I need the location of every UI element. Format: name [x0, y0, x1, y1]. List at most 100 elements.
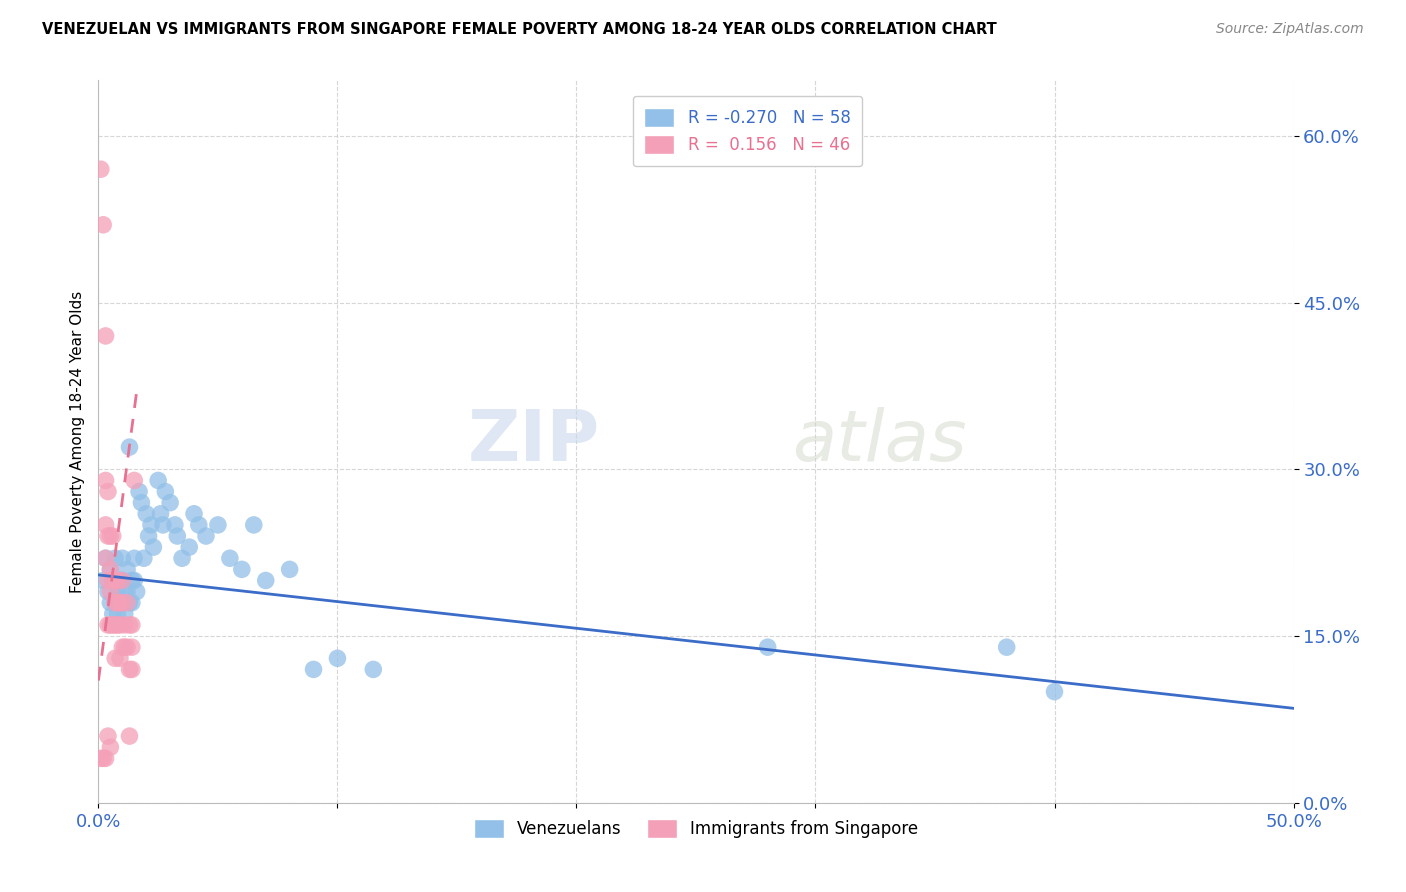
Point	[152, 517, 174, 532]
Point	[118, 729, 141, 743]
Point	[278, 562, 301, 576]
Point	[101, 574, 124, 588]
Point	[104, 651, 127, 665]
Point	[172, 551, 194, 566]
Point	[104, 596, 127, 610]
Point	[111, 551, 134, 566]
Point	[155, 484, 177, 499]
Point	[91, 218, 114, 232]
Point	[756, 640, 779, 655]
Point	[128, 484, 150, 499]
Point	[108, 596, 131, 610]
Point	[159, 496, 181, 510]
Point	[163, 517, 186, 532]
Point	[118, 662, 141, 676]
Point	[97, 574, 120, 588]
Point	[98, 740, 122, 755]
Text: Source: ZipAtlas.com: Source: ZipAtlas.com	[1216, 22, 1364, 37]
Point	[149, 507, 172, 521]
Point	[114, 607, 136, 621]
Point	[104, 596, 127, 610]
Point	[111, 574, 134, 588]
Point	[995, 640, 1018, 655]
Point	[138, 529, 160, 543]
Point	[183, 507, 205, 521]
Point	[125, 584, 148, 599]
Point	[94, 517, 117, 532]
Point	[231, 562, 253, 576]
Point	[107, 618, 129, 632]
Point	[98, 529, 122, 543]
Point	[118, 618, 141, 632]
Point	[207, 517, 229, 532]
Point	[101, 529, 124, 543]
Point	[124, 474, 146, 488]
Point	[104, 618, 127, 632]
Point	[97, 484, 120, 499]
Point	[111, 574, 134, 588]
Point	[114, 640, 136, 655]
Point	[94, 551, 117, 566]
Point	[94, 329, 117, 343]
Point	[97, 529, 120, 543]
Point	[118, 596, 141, 610]
Point	[111, 596, 134, 610]
Point	[97, 584, 120, 599]
Point	[104, 551, 127, 566]
Point	[114, 584, 136, 599]
Point	[121, 596, 143, 610]
Point	[124, 551, 146, 566]
Point	[219, 551, 242, 566]
Point	[111, 596, 134, 610]
Point	[114, 618, 136, 632]
Point	[94, 551, 117, 566]
Point	[148, 474, 170, 488]
Point	[131, 496, 153, 510]
Point	[104, 574, 127, 588]
Text: ZIP: ZIP	[468, 407, 600, 476]
Point	[101, 574, 124, 588]
Point	[115, 596, 138, 610]
Point	[91, 574, 114, 588]
Point	[98, 584, 122, 599]
Point	[107, 584, 129, 599]
Point	[91, 751, 114, 765]
Point	[118, 440, 141, 454]
Point	[121, 662, 143, 676]
Point	[98, 562, 122, 576]
Point	[121, 618, 143, 632]
Legend: Venezuelans, Immigrants from Singapore: Venezuelans, Immigrants from Singapore	[467, 813, 925, 845]
Point	[302, 662, 325, 676]
Point	[115, 562, 138, 576]
Point	[243, 517, 266, 532]
Y-axis label: Female Poverty Among 18-24 Year Olds: Female Poverty Among 18-24 Year Olds	[69, 291, 84, 592]
Point	[97, 729, 120, 743]
Point	[166, 529, 188, 543]
Point	[326, 651, 349, 665]
Point	[187, 517, 209, 532]
Point	[195, 529, 218, 543]
Point	[94, 751, 117, 765]
Point	[132, 551, 155, 566]
Point	[1043, 684, 1066, 698]
Point	[101, 618, 124, 632]
Point	[115, 640, 138, 655]
Point	[107, 574, 129, 588]
Point	[97, 618, 120, 632]
Point	[115, 584, 138, 599]
Point	[124, 574, 146, 588]
Point	[121, 640, 143, 655]
Point	[108, 618, 131, 632]
Point	[121, 574, 143, 588]
Point	[111, 640, 134, 655]
Point	[94, 474, 117, 488]
Point	[98, 596, 122, 610]
Point	[108, 574, 131, 588]
Point	[107, 607, 129, 621]
Point	[363, 662, 385, 676]
Point	[179, 540, 201, 554]
Point	[90, 162, 112, 177]
Point	[108, 596, 131, 610]
Text: atlas: atlas	[792, 407, 966, 476]
Point	[108, 651, 131, 665]
